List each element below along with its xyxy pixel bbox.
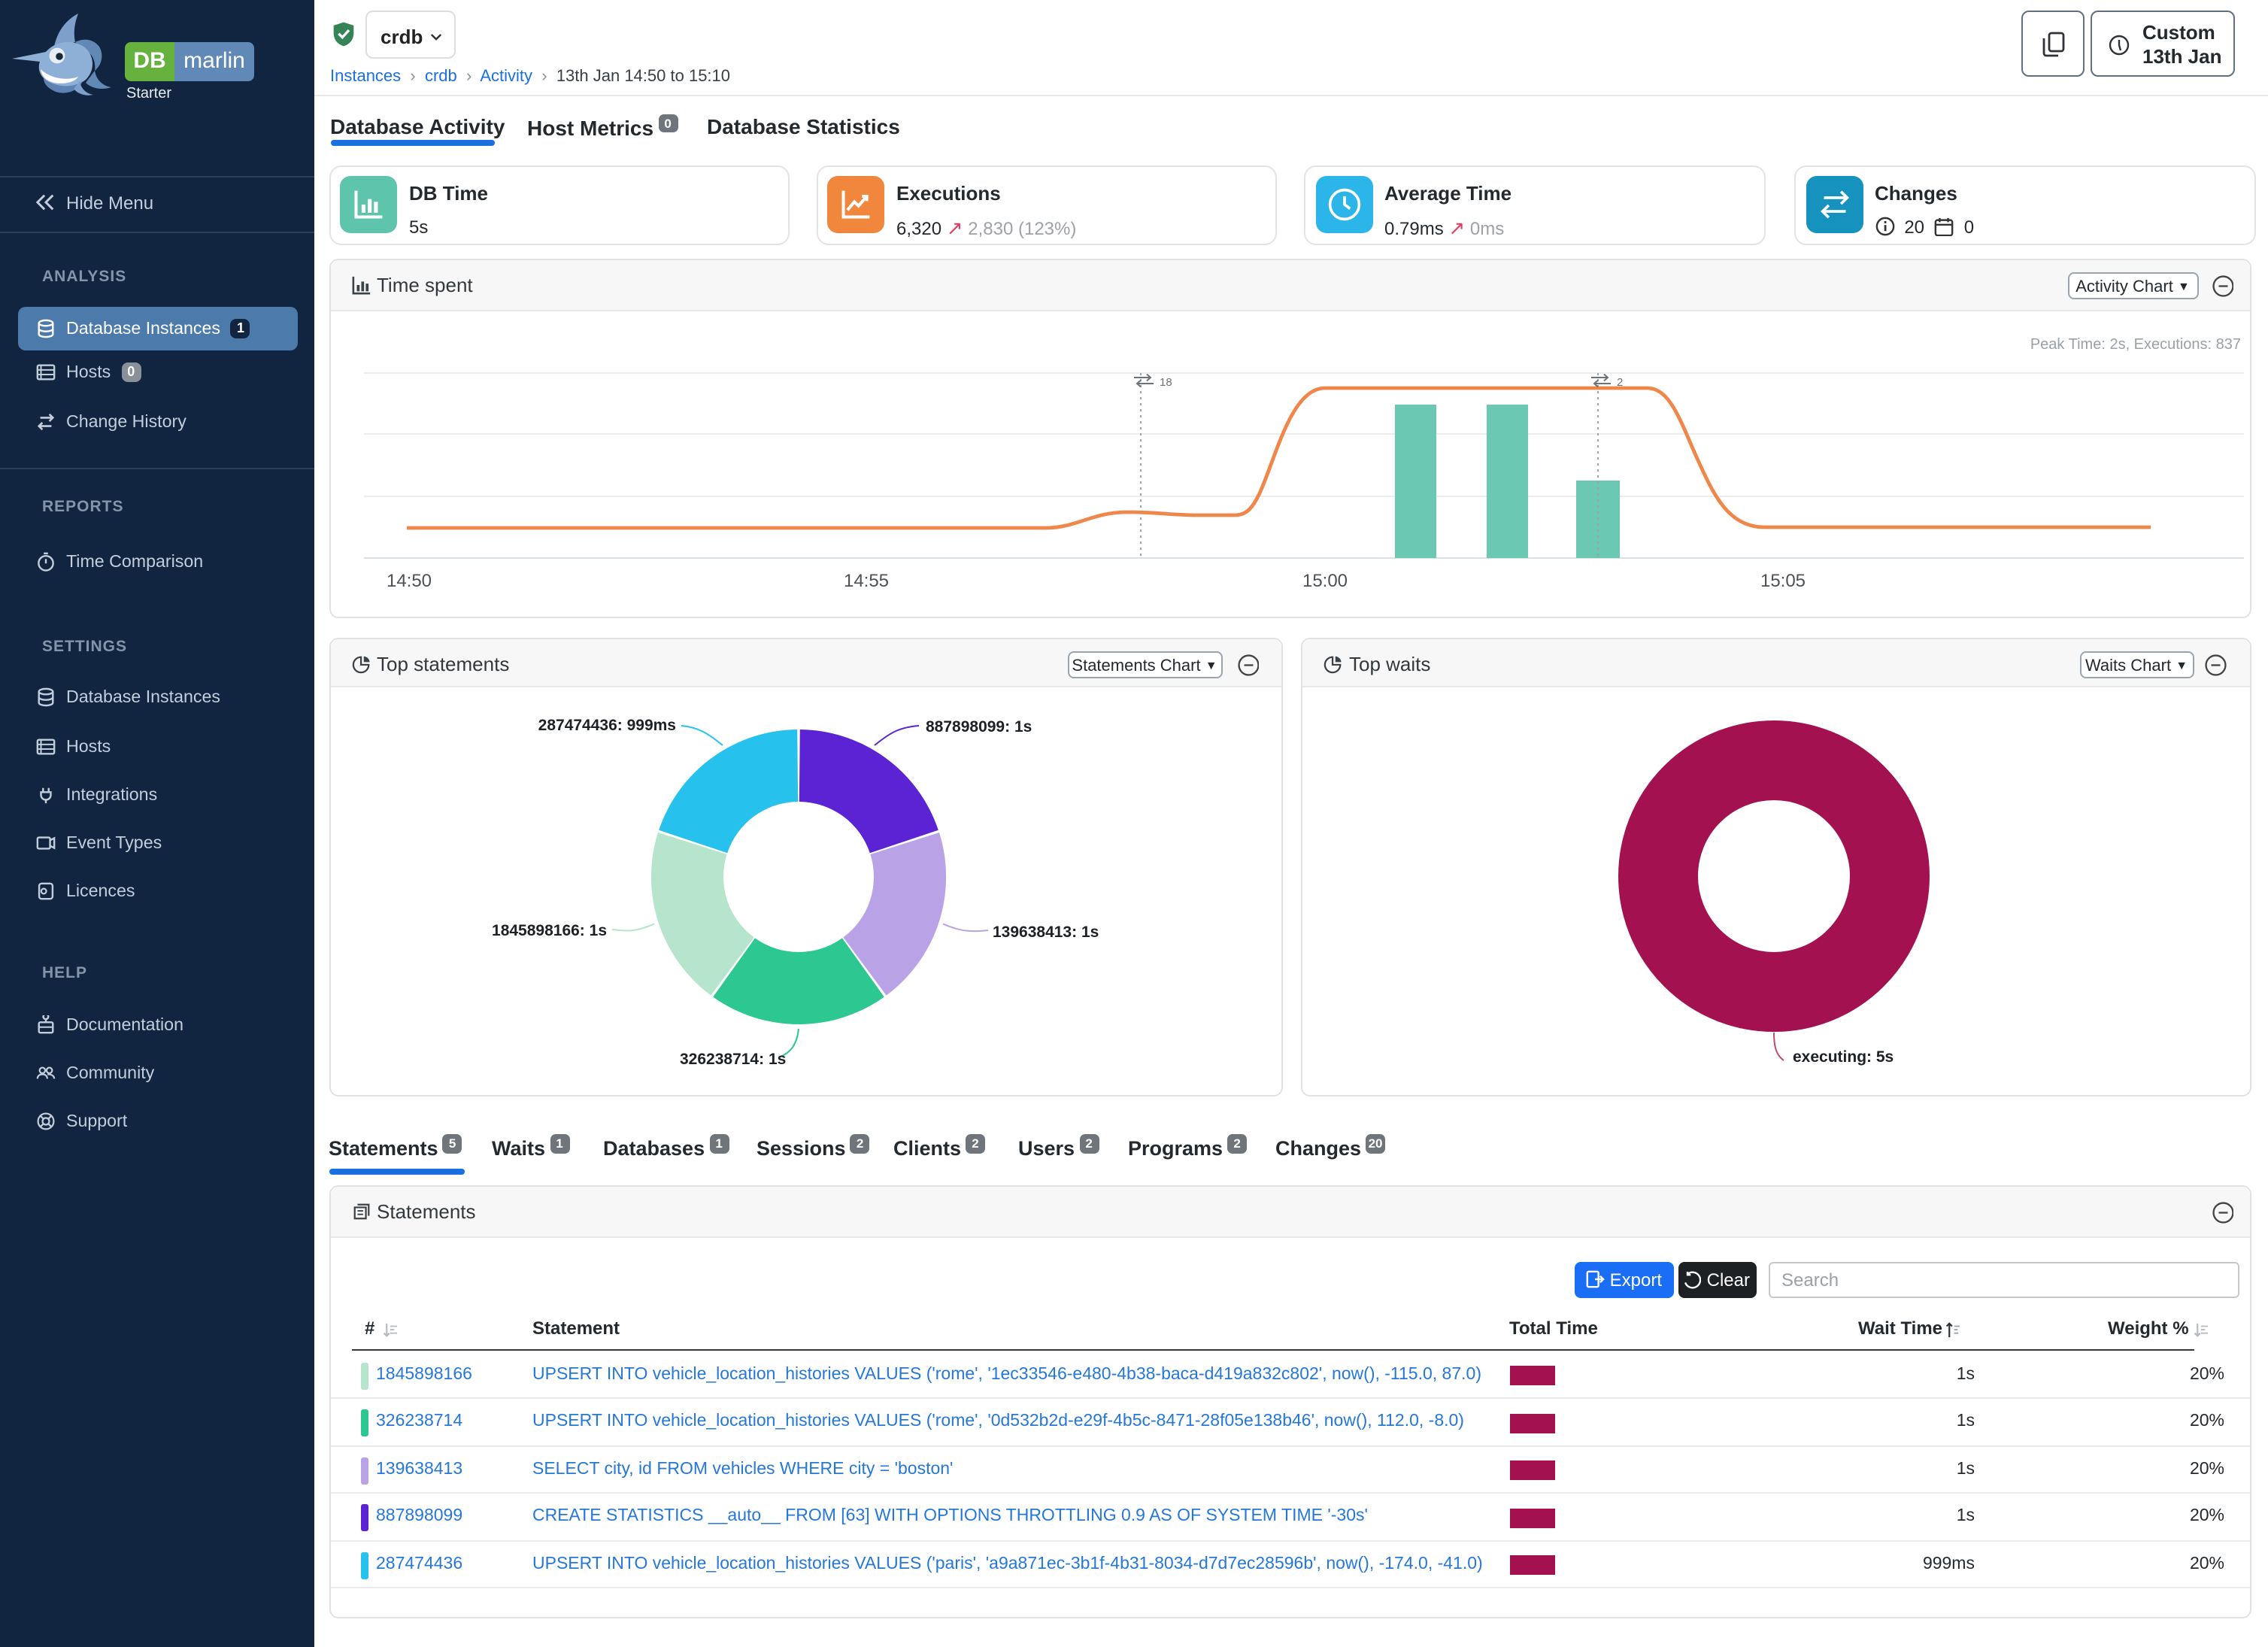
svg-text:executing: 5s: executing: 5s bbox=[1793, 1048, 1894, 1066]
svg-text:Peak Time: 2s, Executions: 837: Peak Time: 2s, Executions: 837 bbox=[2030, 335, 2240, 352]
svg-text:2: 2 bbox=[1616, 375, 1622, 388]
svg-text:15:00: 15:00 bbox=[1302, 570, 1347, 590]
svg-text:326238714: 1s: 326238714: 1s bbox=[679, 1051, 785, 1068]
svg-text:14:55: 14:55 bbox=[843, 570, 888, 590]
svg-text:18: 18 bbox=[1159, 375, 1172, 388]
svg-text:139638413: 1s: 139638413: 1s bbox=[992, 924, 1098, 941]
svg-text:1845898166: 1s: 1845898166: 1s bbox=[491, 922, 606, 939]
svg-text:887898099: 1s: 887898099: 1s bbox=[925, 718, 1031, 736]
svg-text:287474436: 999ms: 287474436: 999ms bbox=[538, 717, 675, 734]
svg-text:15:05: 15:05 bbox=[1760, 570, 1805, 590]
svg-text:14:50: 14:50 bbox=[386, 570, 431, 590]
